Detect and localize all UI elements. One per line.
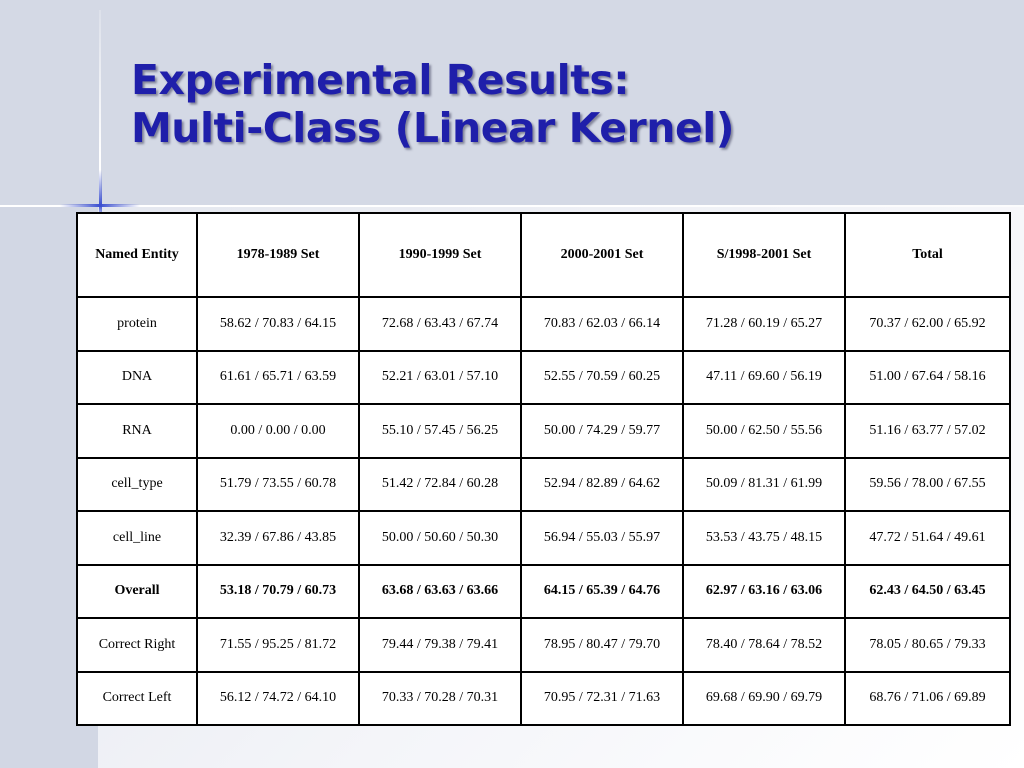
table-cell: 71.28 / 60.19 / 65.27 xyxy=(682,296,846,352)
table-cell: 62.97 / 63.16 / 63.06 xyxy=(682,563,846,619)
table-cell: 47.72 / 51.64 / 49.61 xyxy=(844,510,1011,566)
slide-title-line-2: Multi-Class (Linear Kernel) xyxy=(131,104,735,152)
table-cell: 63.68 / 63.63 / 63.66 xyxy=(358,563,522,619)
table-cell: 50.00 / 74.29 / 59.77 xyxy=(520,403,684,459)
table-cell: 70.37 / 62.00 / 65.92 xyxy=(844,296,1011,352)
row-label: Correct Left xyxy=(76,670,198,726)
table-cell: 51.16 / 63.77 / 57.02 xyxy=(844,403,1011,459)
table-cell: 68.76 / 71.06 / 69.89 xyxy=(844,670,1011,726)
table-cell: 32.39 / 67.86 / 43.85 xyxy=(196,510,360,566)
table-cell: 78.40 / 78.64 / 78.52 xyxy=(682,617,846,673)
table-row: cell_line 32.39 / 67.86 / 43.85 50.00 / … xyxy=(76,510,1011,566)
table-row: DNA 61.61 / 65.71 / 63.59 52.21 / 63.01 … xyxy=(76,349,1011,405)
table-cell: 52.94 / 82.89 / 64.62 xyxy=(520,456,684,512)
table-cell: 0.00 / 0.00 / 0.00 xyxy=(196,403,360,459)
row-label: cell_line xyxy=(76,510,198,566)
row-label: RNA xyxy=(76,403,198,459)
row-label: DNA xyxy=(76,349,198,405)
table-cell: 56.94 / 55.03 / 55.97 xyxy=(520,510,684,566)
slide-title: Experimental Results: Multi-Class (Linea… xyxy=(131,56,735,152)
row-label: protein xyxy=(76,296,198,352)
horizontal-divider xyxy=(0,205,1024,207)
table-cell: 70.33 / 70.28 / 70.31 xyxy=(358,670,522,726)
cross-accent-vertical xyxy=(99,170,102,220)
table-cell: 59.56 / 78.00 / 67.55 xyxy=(844,456,1011,512)
table-cell: 79.44 / 79.38 / 79.41 xyxy=(358,617,522,673)
table-cell: 72.68 / 63.43 / 67.74 xyxy=(358,296,522,352)
header-named-entity: Named Entity xyxy=(76,212,198,298)
table-cell: 51.79 / 73.55 / 60.78 xyxy=(196,456,360,512)
header-2000-2001-set: 2000-2001 Set xyxy=(520,212,684,298)
table-cell: 69.68 / 69.90 / 69.79 xyxy=(682,670,846,726)
table-cell: 51.00 / 67.64 / 58.16 xyxy=(844,349,1011,405)
row-label: Overall xyxy=(76,563,198,619)
table-row-overall: Overall 53.18 / 70.79 / 60.73 63.68 / 63… xyxy=(76,563,1011,619)
table-cell: 55.10 / 57.45 / 56.25 xyxy=(358,403,522,459)
table-cell: 78.95 / 80.47 / 79.70 xyxy=(520,617,684,673)
header-total: Total xyxy=(844,212,1011,298)
table-row: Correct Left 56.12 / 74.72 / 64.10 70.33… xyxy=(76,670,1011,726)
table-cell: 62.43 / 64.50 / 63.45 xyxy=(844,563,1011,619)
table-cell: 50.09 / 81.31 / 61.99 xyxy=(682,456,846,512)
table-cell: 53.53 / 43.75 / 48.15 xyxy=(682,510,846,566)
table-header-row: Named Entity 1978-1989 Set 1990-1999 Set… xyxy=(76,212,1011,298)
vertical-divider xyxy=(99,10,101,215)
table-cell: 52.21 / 63.01 / 57.10 xyxy=(358,349,522,405)
results-table: Named Entity 1978-1989 Set 1990-1999 Set… xyxy=(76,212,1011,726)
row-label: Correct Right xyxy=(76,617,198,673)
table-row: Correct Right 71.55 / 95.25 / 81.72 79.4… xyxy=(76,617,1011,673)
table-cell: 56.12 / 74.72 / 64.10 xyxy=(196,670,360,726)
table-cell: 51.42 / 72.84 / 60.28 xyxy=(358,456,522,512)
slide-title-line-1: Experimental Results: xyxy=(131,56,630,104)
table-cell: 78.05 / 80.65 / 79.33 xyxy=(844,617,1011,673)
table-row: cell_type 51.79 / 73.55 / 60.78 51.42 / … xyxy=(76,456,1011,512)
table-cell: 50.00 / 62.50 / 55.56 xyxy=(682,403,846,459)
header-1978-1989-set: 1978-1989 Set xyxy=(196,212,360,298)
header-s-1998-2001-set: S/1998-2001 Set xyxy=(682,212,846,298)
title-area xyxy=(0,0,1024,205)
table-row: protein 58.62 / 70.83 / 64.15 72.68 / 63… xyxy=(76,296,1011,352)
table-cell: 64.15 / 65.39 / 64.76 xyxy=(520,563,684,619)
table-row: RNA 0.00 / 0.00 / 0.00 55.10 / 57.45 / 5… xyxy=(76,403,1011,459)
table-cell: 50.00 / 50.60 / 50.30 xyxy=(358,510,522,566)
table-cell: 58.62 / 70.83 / 64.15 xyxy=(196,296,360,352)
table-cell: 70.95 / 72.31 / 71.63 xyxy=(520,670,684,726)
header-1990-1999-set: 1990-1999 Set xyxy=(358,212,522,298)
table-cell: 52.55 / 70.59 / 60.25 xyxy=(520,349,684,405)
table-cell: 61.61 / 65.71 / 63.59 xyxy=(196,349,360,405)
table-cell: 53.18 / 70.79 / 60.73 xyxy=(196,563,360,619)
table-cell: 71.55 / 95.25 / 81.72 xyxy=(196,617,360,673)
row-label: cell_type xyxy=(76,456,198,512)
table-cell: 70.83 / 62.03 / 66.14 xyxy=(520,296,684,352)
table-cell: 47.11 / 69.60 / 56.19 xyxy=(682,349,846,405)
